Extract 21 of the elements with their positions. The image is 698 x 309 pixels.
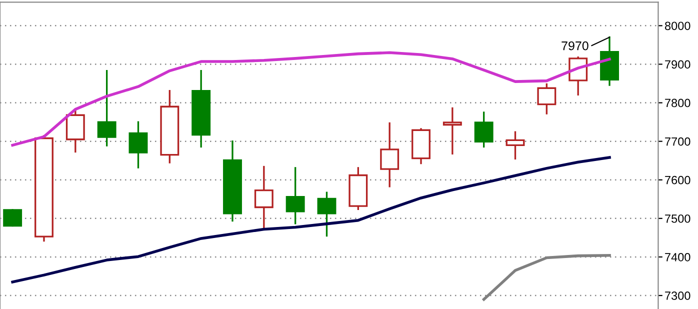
candlestick [317,192,336,237]
y-tick-label: 8000 [664,22,690,30]
candlestick [442,107,462,154]
candlestick [537,83,556,114]
annotation: 7970 [562,41,588,50]
candlestick [380,122,400,188]
line-series [11,156,611,284]
y-tick-label: 7500 [665,214,690,223]
y-tick-label: 7400 [665,252,690,262]
candlestick [128,121,148,168]
candlestick [3,209,22,227]
candlestick [97,70,116,146]
candlestick [254,166,274,228]
y-tick-label: 7600 [665,176,690,184]
y-tick-label: 7900 [665,60,690,69]
y-tick-label: 7700 [665,137,690,146]
candlestick [474,112,494,148]
y-tick-label: 7800 [665,98,690,108]
candlestick [506,131,525,160]
y-tick-label: 7300 [665,292,690,300]
candlestick [286,167,305,224]
